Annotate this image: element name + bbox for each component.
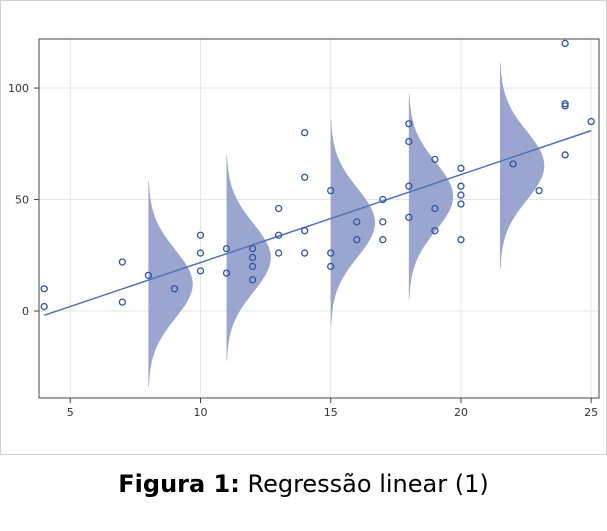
data-point	[327, 262, 335, 271]
regression-line	[43, 129, 592, 316]
data-point	[379, 195, 387, 204]
data-point	[274, 204, 283, 213]
data-point	[40, 285, 48, 293]
data-point	[222, 269, 231, 277]
data-point	[379, 218, 387, 226]
data-point	[327, 249, 335, 257]
y-tick-label: 50	[15, 194, 29, 207]
data-point	[248, 253, 257, 262]
data-point	[222, 244, 231, 253]
data-point	[431, 227, 439, 235]
data-point	[353, 218, 361, 226]
figure-caption: Figura 1: Regressão linear (1)	[0, 470, 607, 498]
data-point	[561, 39, 569, 48]
data-point	[561, 100, 569, 108]
data-point	[535, 186, 543, 195]
data-point	[405, 213, 413, 222]
data-point	[457, 236, 465, 244]
x-tick-label: 15	[324, 406, 338, 419]
data-point	[509, 160, 517, 168]
x-tick-label: 10	[193, 406, 207, 419]
data-point	[353, 236, 361, 244]
data-point	[587, 117, 595, 126]
data-point	[118, 258, 126, 266]
data-point	[301, 227, 309, 235]
data-point	[431, 155, 439, 164]
chart-frame: 5 10 15 20 25 0 50 100	[0, 0, 607, 455]
data-point	[301, 129, 309, 137]
data-point	[274, 231, 283, 239]
data-point	[118, 298, 126, 306]
x-tick-label: 20	[454, 406, 468, 419]
data-point	[144, 271, 153, 280]
data-point	[170, 285, 179, 293]
data-point	[327, 186, 335, 195]
data-point	[457, 191, 465, 199]
density-curve-2	[226, 154, 271, 361]
data-point	[301, 173, 309, 181]
data-point	[405, 182, 413, 190]
density-curve-1	[148, 181, 193, 388]
data-point	[561, 102, 569, 110]
data-point	[196, 249, 205, 257]
data-point	[561, 151, 569, 159]
caption-text: Regressão linear (1)	[239, 470, 489, 498]
x-tick-label: 25	[584, 406, 598, 419]
data-point	[301, 249, 309, 257]
y-tick-label: 100	[8, 82, 29, 95]
data-point	[274, 249, 283, 257]
regression-chart: 5 10 15 20 25 0 50 100	[8, 38, 600, 419]
data-point	[405, 137, 413, 146]
data-point	[457, 164, 465, 172]
data-point	[431, 204, 439, 213]
data-point	[248, 262, 257, 271]
data-point	[248, 276, 257, 284]
data-point	[457, 182, 465, 190]
caption-label: Figura 1:	[118, 470, 240, 498]
y-tick-label: 0	[22, 305, 29, 318]
data-point	[457, 200, 465, 208]
data-point	[40, 302, 48, 311]
density-curve-3	[330, 119, 375, 326]
data-point	[405, 120, 413, 128]
density-curve-5	[500, 62, 545, 269]
data-point	[248, 244, 257, 253]
data-point	[196, 267, 205, 275]
density-curve-4	[408, 93, 454, 300]
x-tick-label: 5	[67, 406, 74, 419]
data-point	[379, 236, 387, 244]
data-point	[196, 231, 205, 239]
plot-area-border	[38, 38, 600, 399]
